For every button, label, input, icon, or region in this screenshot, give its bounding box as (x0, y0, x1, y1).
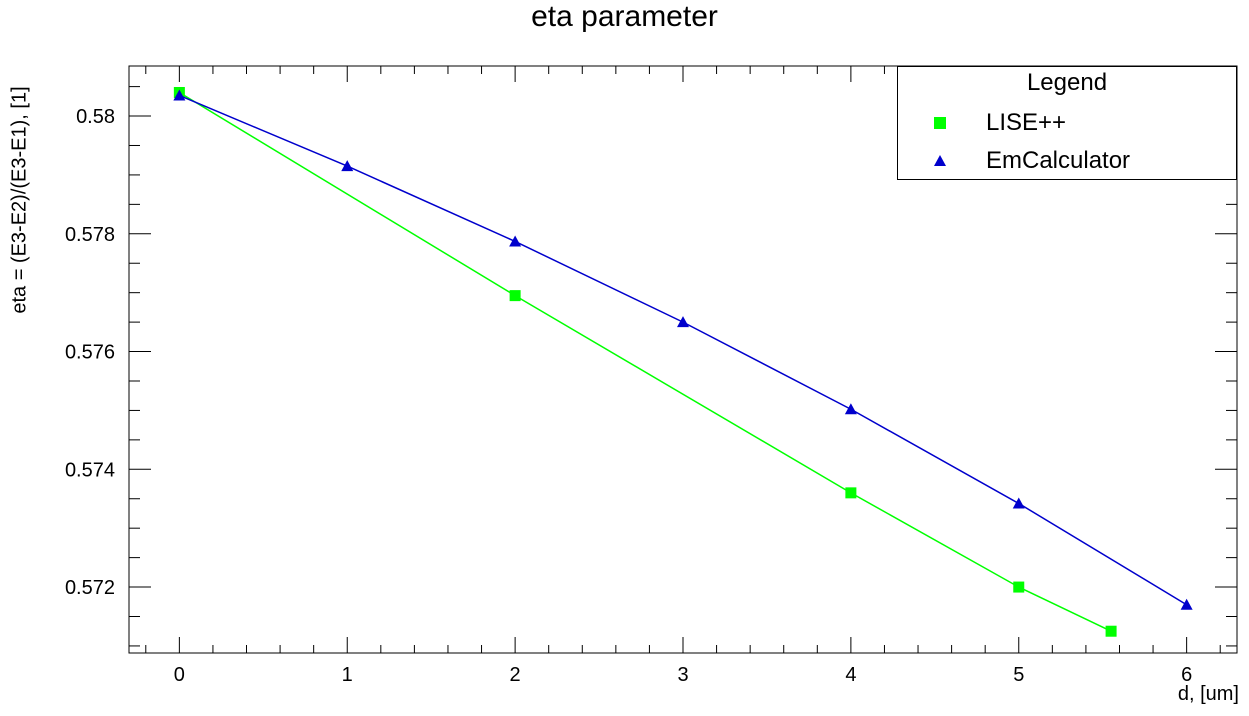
y-tick-label: 0.572 (65, 577, 115, 599)
data-point-triangle (341, 160, 354, 172)
x-tick-label: 5 (1013, 664, 1024, 686)
data-point-triangle (173, 89, 186, 101)
legend-label-lise: LISE++ (986, 109, 1067, 136)
data-point-square (845, 487, 857, 499)
x-tick-label: 6 (1181, 664, 1192, 686)
chart-title: eta parameter (531, 0, 718, 33)
x-tick-label: 4 (845, 664, 856, 686)
y-axis-ticks: 0.572 0.574 0.576 0.578 0.58 (65, 86, 1237, 647)
y-tick-label: 0.58 (76, 106, 115, 128)
series-layer (173, 86, 1193, 637)
legend-entry-lise: LISE++ (898, 107, 1236, 143)
x-tick-label: 1 (342, 664, 353, 686)
y-tick-label: 0.574 (65, 459, 115, 481)
x-axis-label: d, [um] (1177, 683, 1239, 705)
x-axis-ticks: 0 1 2 3 4 5 6 (145, 66, 1221, 686)
y-tick-label: 0.576 (65, 342, 115, 364)
x-tick-label: 3 (677, 664, 688, 686)
data-point-triangle (677, 316, 689, 328)
legend-square-marker-icon (934, 117, 946, 129)
legend-triangle-marker-icon (934, 155, 946, 166)
y-axis-label: eta = (E3-E2)/(E3-E1), [1] (8, 86, 31, 314)
data-point-triangle (1180, 598, 1193, 610)
y-tick-label: 0.578 (65, 224, 115, 246)
data-point-triangle (509, 235, 522, 247)
legend: Legend LISE++ EmCalculator (897, 66, 1237, 180)
data-point-triangle (1012, 497, 1025, 509)
x-tick-label: 0 (174, 664, 185, 686)
legend-entry-emcalculator: EmCalculator (898, 145, 1236, 181)
data-point-square (1013, 581, 1025, 593)
data-point-triangle (844, 403, 857, 415)
x-tick-label: 2 (510, 664, 521, 686)
data-point-square (1105, 625, 1117, 637)
legend-title: Legend (1026, 69, 1108, 96)
data-point-square (509, 290, 521, 302)
legend-label-emcalculator: EmCalculator (986, 147, 1131, 174)
